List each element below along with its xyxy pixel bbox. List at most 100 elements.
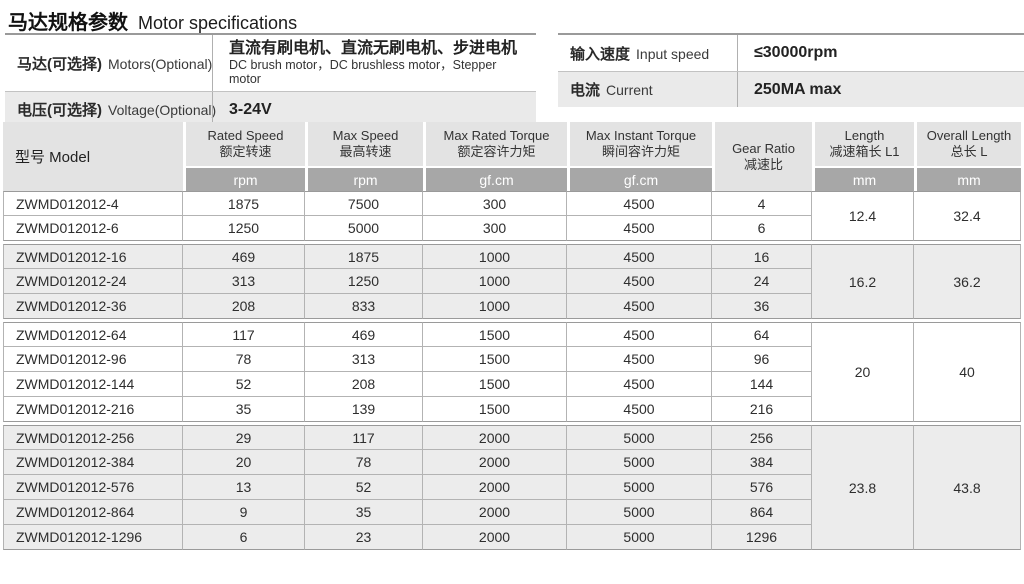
current-value-text: 250MA max xyxy=(754,80,842,98)
motors-label-en: Motors(Optional) xyxy=(108,55,213,72)
max-instant-torque-cell: 4500 xyxy=(567,191,712,216)
rated-speed-cell: 35 xyxy=(183,397,305,422)
max-instant-torque-cell: 4500 xyxy=(567,269,712,294)
overall-length-cell: 43.8 xyxy=(914,425,1021,550)
length-l1-header-en: Length xyxy=(844,128,885,143)
voltage-label: 电压(可选择) Voltage(Optional) xyxy=(5,93,216,126)
page-title-en: Motor specifications xyxy=(138,13,298,33)
max-rated-torque-cell: 2000 xyxy=(423,500,567,525)
page-title: 马达规格参数 Motor specifications xyxy=(8,6,297,35)
spec-row: ZWMD012012-4 1875 7500 300 4500 4 12.4 32.4 xyxy=(3,191,1021,241)
page-title-zh: 马达规格参数 xyxy=(8,12,128,34)
motor-options-table: 马达(可选择) Motors(Optional) 直流有刷电机、直流无刷电机、步… xyxy=(5,33,536,127)
current-value: 250MA max xyxy=(737,72,1024,107)
model-cell: ZWMD012012-4 xyxy=(3,191,183,216)
input-speed-label: 输入速度 Input speed xyxy=(558,37,737,70)
max-instant-torque-cell: 5000 xyxy=(567,450,712,475)
max-speed-column-header: Max Speed 最高转速 xyxy=(305,122,423,166)
group-spacer-cell xyxy=(3,241,1021,244)
gear-ratio-cell: 24 xyxy=(712,269,812,294)
max-instant-torque-unit-cell: gf.cm xyxy=(567,166,712,191)
input-speed-row: 输入速度 Input speed ≤30000rpm xyxy=(558,35,1024,71)
model-cell: ZWMD012012-256 xyxy=(3,425,183,450)
max-speed-cell: 5000 xyxy=(305,216,423,241)
motors-value-en: DC brush motor，DC brushless motor，Steppe… xyxy=(229,58,497,86)
gear-ratio-cell: 6 xyxy=(712,216,812,241)
max-rated-torque-cell: 1500 xyxy=(423,372,567,397)
current-label-en: Current xyxy=(606,82,653,98)
max-rated-torque-cell: 2000 xyxy=(423,475,567,500)
current-row: 电流 Current 250MA max xyxy=(558,71,1024,107)
input-speed-value: ≤30000rpm xyxy=(737,35,1024,71)
max-speed-cell: 52 xyxy=(305,475,423,500)
max-rated-torque-cell: 300 xyxy=(423,216,567,241)
overall-length-cell: 40 xyxy=(914,322,1021,422)
max-speed-cell: 7500 xyxy=(305,191,423,216)
model-cell: ZWMD012012-64 xyxy=(3,322,183,347)
overall-length-cell: 32.4 xyxy=(914,191,1021,241)
max-rated-torque-cell: 1500 xyxy=(423,322,567,347)
model-cell: ZWMD012012-96 xyxy=(3,347,183,372)
max-instant-torque-header-zh: 瞬间容许力矩 xyxy=(601,144,680,159)
max-instant-torque-cell: 4500 xyxy=(567,372,712,397)
group-spacer-cell xyxy=(3,422,1021,425)
max-speed-cell: 313 xyxy=(305,347,423,372)
rated-speed-cell: 9 xyxy=(183,500,305,525)
max-instant-torque-cell: 4500 xyxy=(567,294,712,319)
current-label: 电流 Current xyxy=(558,73,737,106)
max-speed-cell: 1250 xyxy=(305,269,423,294)
max-instant-torque-cell: 5000 xyxy=(567,500,712,525)
max-speed-cell: 117 xyxy=(305,425,423,450)
max-rated-torque-header-en: Max Rated Torque xyxy=(443,128,550,143)
spec-row: ZWMD012012-576 13 52 2000 5000 576 xyxy=(3,475,1021,500)
gear-ratio-header-en: Gear Ratio xyxy=(732,140,795,156)
overall-length-header-en: Overall Length xyxy=(926,128,1012,143)
max-rated-torque-cell: 1500 xyxy=(423,347,567,372)
spec-table-container: 型号 Model Rated Speed 额定转速 Max Speed 最高转速 Max … xyxy=(3,122,1021,550)
max-rated-torque-header-zh: 额定容许力矩 xyxy=(457,144,536,159)
max-rated-torque-unit-cell: gf.cm xyxy=(423,166,567,191)
max-speed-unit-cell: rpm xyxy=(305,166,423,191)
overall-length-unit-cell: mm xyxy=(914,166,1021,191)
gear-ratio-cell: 144 xyxy=(712,372,812,397)
voltage-value-text: 3-24V xyxy=(229,100,272,118)
gear-ratio-cell: 96 xyxy=(712,347,812,372)
rated-speed-cell: 13 xyxy=(183,475,305,500)
motors-value: 直流有刷电机、直流无刷电机、步进电机 DC brush motor，DC bru… xyxy=(212,35,536,91)
max-instant-torque-cell: 5000 xyxy=(567,475,712,500)
max-rated-torque-cell: 1000 xyxy=(423,269,567,294)
electrical-specs-table: 输入速度 Input speed ≤30000rpm 电流 Current 25… xyxy=(558,33,1024,107)
input-speed-label-zh: 输入速度 xyxy=(570,45,631,63)
rated-speed-cell: 1875 xyxy=(183,191,305,216)
group-spacer-row xyxy=(3,241,1021,244)
gear-ratio-cell: 36 xyxy=(712,294,812,319)
gear-ratio-cell: 256 xyxy=(712,425,812,450)
spec-table: 型号 Model Rated Speed 额定转速 Max Speed 最高转速 Max … xyxy=(3,122,1021,550)
group-spacer-row xyxy=(3,422,1021,425)
max-instant-torque-column-header: Max Instant Torque 瞬间容许力矩 xyxy=(567,122,712,166)
gear-ratio-cell: 576 xyxy=(712,475,812,500)
group-spacer-row xyxy=(3,319,1021,322)
max-rated-torque-cell: 2000 xyxy=(423,450,567,475)
model-cell: ZWMD012012-864 xyxy=(3,500,183,525)
gear-ratio-cell: 16 xyxy=(712,244,812,269)
gear-ratio-cell: 384 xyxy=(712,450,812,475)
header-name-row: 型号 Model Rated Speed 额定转速 Max Speed 最高转速 Max … xyxy=(3,122,1021,191)
overall-length-column-header: Overall Length 总长 L xyxy=(914,122,1021,166)
gear-ratio-cell: 4 xyxy=(712,191,812,216)
spec-row: ZWMD012012-1296 6 23 2000 5000 1296 xyxy=(3,525,1021,550)
length-l1-header-zh: 减速箱长 L1 xyxy=(829,144,900,159)
model-cell: ZWMD012012-144 xyxy=(3,372,183,397)
rated-speed-cell: 313 xyxy=(183,269,305,294)
model-cell: ZWMD012012-1296 xyxy=(3,525,183,550)
rated-speed-header-en: Rated Speed xyxy=(207,128,284,143)
motors-label: 马达(可选择) Motors(Optional) xyxy=(5,47,212,80)
rated-speed-cell: 117 xyxy=(183,322,305,347)
max-rated-torque-cell: 1500 xyxy=(423,397,567,422)
motors-value-zh: 直流有刷电机、直流无刷电机、步进电机 xyxy=(229,40,518,57)
header-unit-row: rpm rpm gf.cm gf.cm mm mm xyxy=(3,166,1021,191)
length-l1-cell: 23.8 xyxy=(812,425,914,550)
spec-row: ZWMD012012-144 52 208 1500 4500 144 xyxy=(3,372,1021,397)
spec-row: ZWMD012012-64 117 469 1500 4500 64 20 40 xyxy=(3,322,1021,422)
